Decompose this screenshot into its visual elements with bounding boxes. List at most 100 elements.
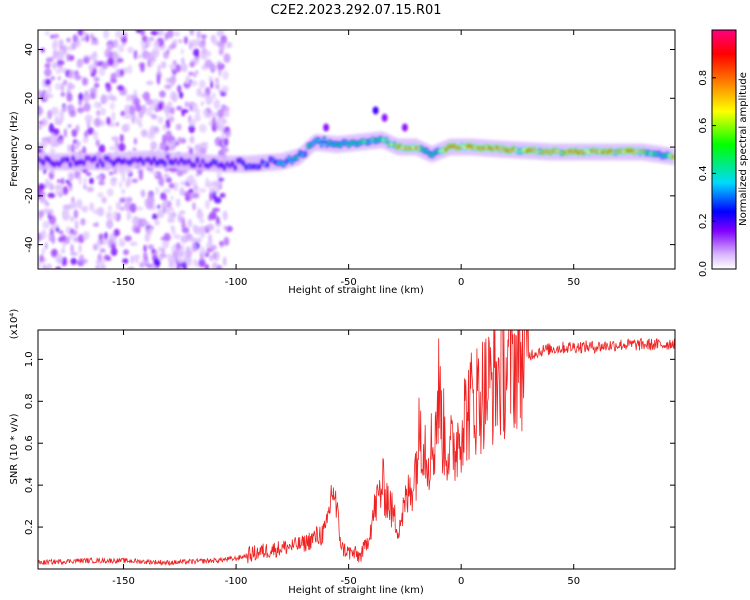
noise-speck	[221, 147, 229, 153]
noise-speck	[42, 208, 51, 214]
noise-speck	[163, 106, 169, 114]
x-tick-label: -150	[112, 576, 135, 587]
noise-speck	[45, 201, 50, 207]
noise-speck	[222, 111, 230, 118]
noise-speck	[132, 216, 139, 226]
noise-speck	[88, 64, 94, 73]
noise-speck	[194, 237, 203, 243]
ridge-core	[163, 162, 167, 166]
noise-speck	[116, 85, 125, 91]
noise-speck	[44, 68, 52, 77]
ridge-core	[71, 156, 75, 161]
noise-speck	[109, 211, 113, 221]
noise-speck	[155, 186, 160, 195]
noise-speck	[60, 248, 66, 254]
noise-speck	[79, 219, 86, 225]
noise-speck	[138, 170, 144, 181]
ridge-core	[82, 161, 86, 165]
noise-speck	[166, 48, 170, 55]
noise-speck	[215, 120, 220, 130]
noise-speck	[165, 145, 170, 152]
noise-speck	[50, 75, 55, 81]
noise-speck	[141, 104, 147, 114]
noise-speck	[101, 196, 107, 204]
noise-speck	[83, 177, 87, 186]
noise-speck	[126, 196, 133, 203]
noise-speck	[151, 248, 156, 254]
spectrogram-x-label: Height of straight line (km)	[288, 285, 424, 296]
noise-speck	[101, 94, 109, 104]
noise-speck	[77, 106, 85, 114]
noise-speck	[95, 139, 100, 147]
ridge-core	[322, 138, 326, 142]
noise-speck	[48, 181, 53, 190]
noise-speck	[106, 116, 112, 126]
noise-speck	[146, 227, 153, 237]
noise-speck	[99, 248, 106, 253]
noise-speck	[182, 169, 188, 174]
noise-speck	[212, 207, 221, 213]
noise-speck	[163, 84, 172, 90]
x-tick-label: 0	[458, 277, 464, 288]
noise-speck	[206, 241, 213, 249]
noise-speck	[187, 218, 192, 228]
snr-y-label: SNR (10 * v/v)	[9, 413, 20, 484]
noise-speck	[209, 191, 213, 202]
noise-speck	[157, 246, 164, 253]
noise-speck	[204, 263, 210, 269]
noise-speck	[85, 33, 90, 43]
noise-speck	[157, 209, 165, 219]
noise-speck	[201, 47, 207, 55]
noise-speck	[78, 92, 84, 101]
noise-speck	[119, 133, 124, 143]
noise-speck	[211, 92, 217, 100]
ridge-core	[187, 159, 191, 163]
ridge-core	[58, 162, 62, 166]
noise-speck	[210, 80, 214, 89]
ridge-core	[430, 153, 434, 157]
noise-speck	[223, 137, 229, 146]
noise-speck	[56, 179, 61, 184]
noise-speck	[103, 254, 111, 261]
noise-speck	[194, 184, 200, 194]
noise-speck	[191, 192, 200, 199]
noise-speck	[106, 188, 114, 197]
noise-speck	[48, 122, 55, 133]
noise-speck	[123, 249, 130, 256]
noise-speck	[163, 188, 172, 194]
noise-speck	[114, 30, 123, 38]
noise-speck	[132, 147, 137, 152]
noise-speck	[51, 106, 59, 116]
noise-speck	[108, 146, 116, 151]
noise-speck	[198, 79, 206, 89]
noise-speck	[75, 140, 81, 147]
spectrogram-panel: -150 -100 -50 0 50 -40 -20 0 20 40 Height of stra…	[9, 29, 676, 296]
noise-speck	[200, 92, 208, 98]
noise-speck	[215, 228, 221, 234]
noise-speck	[151, 114, 158, 120]
noise-speck	[81, 36, 85, 42]
ridge-core	[139, 157, 143, 161]
noise-speck	[104, 231, 108, 240]
noise-speck	[188, 124, 196, 134]
ridge-core	[214, 161, 218, 165]
noise-speck	[200, 34, 207, 39]
noise-speck	[175, 64, 182, 73]
noise-speck	[188, 39, 194, 50]
noise-speck	[98, 144, 106, 154]
noise-speck	[177, 257, 183, 264]
ridge-core	[93, 157, 97, 161]
noise-speck	[223, 236, 230, 246]
ridge-core	[112, 162, 116, 166]
noise-speck	[196, 30, 201, 39]
x-tick-label: 50	[567, 576, 580, 587]
snr-x-label: Height of straight line (km)	[288, 585, 424, 596]
noise-speck	[78, 254, 85, 265]
noise-speck	[206, 223, 215, 232]
noise-speck	[166, 253, 173, 260]
noise-speck	[107, 44, 113, 49]
noise-speck	[218, 48, 224, 56]
noise-speck	[74, 220, 79, 231]
noise-speck	[191, 102, 198, 113]
noise-speck	[211, 116, 217, 126]
